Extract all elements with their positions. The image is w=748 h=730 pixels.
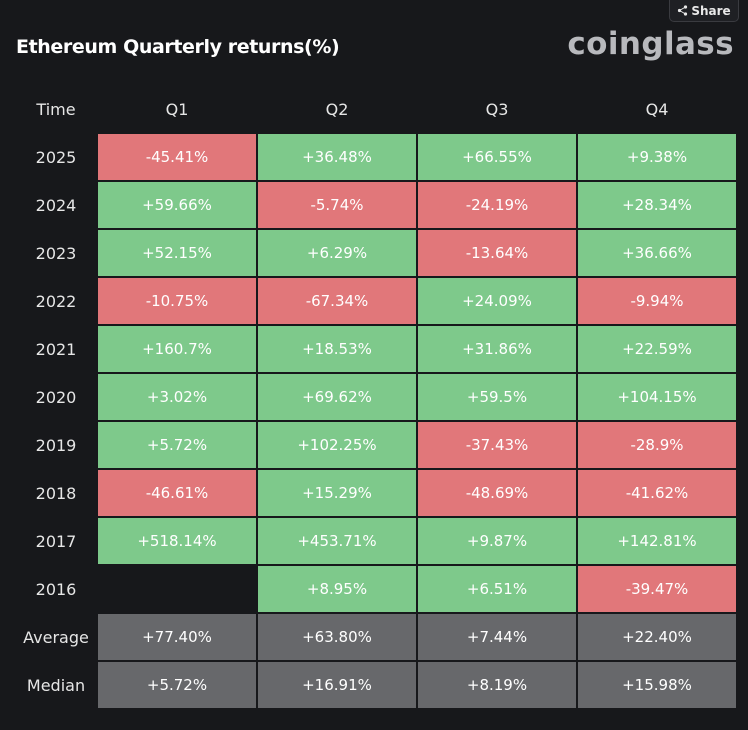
brand-logo: coinglass — [567, 26, 734, 62]
row-label-2017: 2017 — [35, 531, 77, 551]
return-cell-2019-q4: -28.9% — [578, 422, 736, 468]
return-cell-2024-q2: -5.74% — [258, 182, 416, 228]
return-cell-2020-q1: +3.02% — [98, 374, 256, 420]
page-title: Ethereum Quarterly returns(%) — [16, 36, 340, 58]
return-cell-2019-q2: +102.25% — [258, 422, 416, 468]
row-label-2019: 2019 — [35, 435, 77, 455]
row-label-average: Average — [23, 627, 89, 647]
return-cell-2020-q2: +69.62% — [258, 374, 416, 420]
return-cell-2016-q1 — [98, 566, 256, 612]
row-label-2023: 2023 — [35, 243, 77, 263]
returns-table: Time Q1 Q2 Q3 Q4 2025 -45.41% +36.48% +66.55% +9.… — [16, 86, 736, 708]
return-cell-2023-q3: -13.64% — [418, 230, 576, 276]
return-cell-2018-q4: -41.62% — [578, 470, 736, 516]
return-cell-2020-q3: +59.5% — [418, 374, 576, 420]
share-label: Share — [691, 3, 731, 18]
return-cell-2018-q2: +15.29% — [258, 470, 416, 516]
return-cell-2018-q3: -48.69% — [418, 470, 576, 516]
average-cell-q2: +63.80% — [258, 614, 416, 660]
return-cell-2025-q2: +36.48% — [258, 134, 416, 180]
average-cell-q3: +7.44% — [418, 614, 576, 660]
row-label-2020: 2020 — [35, 387, 77, 407]
row-label-2022: 2022 — [35, 291, 77, 311]
return-cell-2023-q4: +36.66% — [578, 230, 736, 276]
return-cell-2019-q3: -37.43% — [418, 422, 576, 468]
return-cell-2022-q1: -10.75% — [98, 278, 256, 324]
return-cell-2017-q3: +9.87% — [418, 518, 576, 564]
row-label-2016: 2016 — [35, 579, 77, 599]
column-header-q4: Q4 — [645, 99, 669, 119]
return-cell-2024-q4: +28.34% — [578, 182, 736, 228]
return-cell-2016-q4: -39.47% — [578, 566, 736, 612]
return-cell-2017-q1: +518.14% — [98, 518, 256, 564]
return-cell-2021-q2: +18.53% — [258, 326, 416, 372]
median-cell-q2: +16.91% — [258, 662, 416, 708]
return-cell-2021-q3: +31.86% — [418, 326, 576, 372]
share-icon — [677, 5, 688, 16]
row-label-2025: 2025 — [35, 147, 77, 167]
share-button[interactable]: Share — [669, 0, 739, 22]
return-cell-2025-q1: -45.41% — [98, 134, 256, 180]
return-cell-2022-q2: -67.34% — [258, 278, 416, 324]
column-header-q1: Q1 — [165, 99, 189, 119]
return-cell-2020-q4: +104.15% — [578, 374, 736, 420]
column-header-q3: Q3 — [485, 99, 509, 119]
return-cell-2019-q1: +5.72% — [98, 422, 256, 468]
row-label-2024: 2024 — [35, 195, 77, 215]
column-header-time: Time — [36, 99, 76, 119]
average-cell-q4: +22.40% — [578, 614, 736, 660]
return-cell-2016-q3: +6.51% — [418, 566, 576, 612]
return-cell-2023-q2: +6.29% — [258, 230, 416, 276]
return-cell-2021-q1: +160.7% — [98, 326, 256, 372]
row-label-median: Median — [26, 675, 86, 695]
return-cell-2025-q4: +9.38% — [578, 134, 736, 180]
row-label-2018: 2018 — [35, 483, 77, 503]
return-cell-2022-q3: +24.09% — [418, 278, 576, 324]
median-cell-q1: +5.72% — [98, 662, 256, 708]
return-cell-2016-q2: +8.95% — [258, 566, 416, 612]
median-cell-q4: +15.98% — [578, 662, 736, 708]
return-cell-2025-q3: +66.55% — [418, 134, 576, 180]
column-header-q2: Q2 — [325, 99, 349, 119]
return-cell-2024-q1: +59.66% — [98, 182, 256, 228]
return-cell-2023-q1: +52.15% — [98, 230, 256, 276]
median-cell-q3: +8.19% — [418, 662, 576, 708]
return-cell-2021-q4: +22.59% — [578, 326, 736, 372]
row-label-2021: 2021 — [35, 339, 77, 359]
average-cell-q1: +77.40% — [98, 614, 256, 660]
return-cell-2024-q3: -24.19% — [418, 182, 576, 228]
return-cell-2018-q1: -46.61% — [98, 470, 256, 516]
return-cell-2022-q4: -9.94% — [578, 278, 736, 324]
return-cell-2017-q4: +142.81% — [578, 518, 736, 564]
return-cell-2017-q2: +453.71% — [258, 518, 416, 564]
